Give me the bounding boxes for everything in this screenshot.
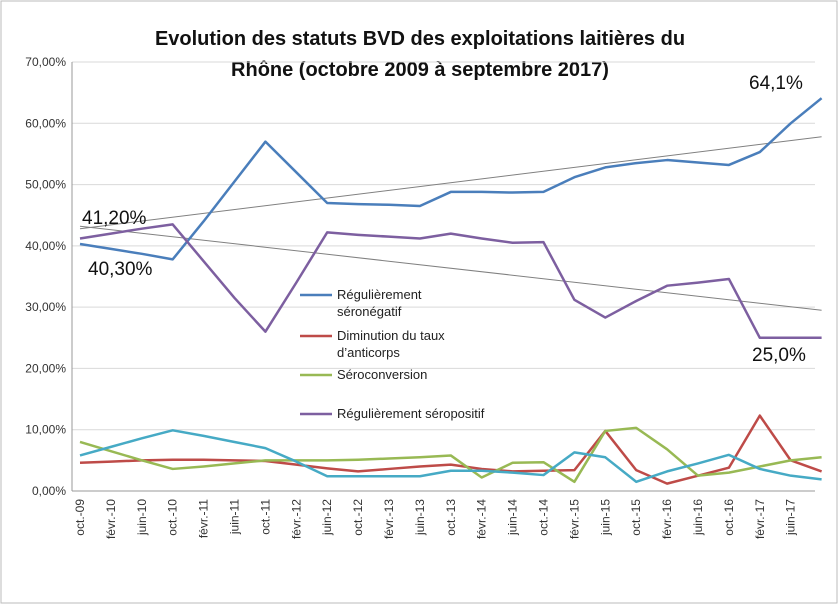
annotation: 41,20% — [82, 208, 147, 229]
y-tick-label: 60,00% — [25, 116, 66, 130]
y-tick-label: 50,00% — [25, 178, 66, 192]
x-tick-label: févr.-12 — [289, 499, 303, 539]
y-tick-label: 0,00% — [32, 484, 66, 498]
y-tick-label: 70,00% — [25, 55, 66, 69]
x-tick-label: juin-15 — [598, 499, 612, 536]
x-tick-label: févr.-14 — [475, 499, 489, 539]
series-line — [79, 426, 822, 484]
annotation: 40,30% — [88, 259, 153, 280]
series-line — [79, 429, 822, 484]
y-tick-label: 10,00% — [25, 423, 66, 437]
x-tick-label: juin-17 — [784, 499, 798, 536]
x-tick-label: juin-16 — [691, 499, 705, 536]
trendline — [79, 136, 822, 230]
chart-title: Rhône (octobre 2009 à septembre 2017) — [231, 59, 609, 81]
x-tick-label: oct.-12 — [351, 499, 365, 536]
series-line — [79, 97, 823, 261]
x-tick-label: févr.-11 — [197, 499, 211, 538]
x-tick-label: févr.-10 — [104, 499, 118, 539]
x-tick-label: oct.-15 — [629, 499, 643, 536]
x-tick-label: juin-13 — [413, 499, 427, 536]
legend-label: Diminution du taux d’anticorps — [337, 328, 445, 360]
x-tick-label: juin-11 — [228, 499, 242, 535]
x-tick-label: févr.-15 — [567, 499, 581, 539]
x-tick-label: oct.-10 — [166, 499, 180, 536]
y-tick-label: 30,00% — [25, 300, 66, 314]
annotation: 64,1% — [749, 73, 803, 94]
x-tick-label: févr.-17 — [753, 499, 767, 539]
x-tick-label: juin-10 — [135, 499, 149, 536]
x-tick-label: oct.-11 — [258, 499, 272, 535]
x-tick-label: oct.-13 — [444, 499, 458, 536]
legend-label: Régulièrement séropositif — [337, 406, 485, 421]
chart-title: Evolution des statuts BVD des exploitati… — [155, 28, 685, 50]
x-tick-label: oct.-16 — [722, 499, 736, 536]
x-tick-label: févr.-13 — [382, 499, 396, 539]
trendline — [79, 225, 822, 311]
x-tick-label: juin-14 — [506, 499, 520, 536]
x-tick-label: oct.-14 — [537, 499, 551, 536]
x-tick-label: févr.-16 — [660, 499, 674, 539]
series-line — [79, 223, 822, 340]
legend-label: Régulièrement séronégatif — [337, 287, 422, 319]
annotation: 25,0% — [752, 345, 806, 366]
y-tick-label: 20,00% — [25, 361, 66, 375]
x-tick-label: oct.-09 — [73, 499, 87, 536]
x-tick-label: juin-12 — [320, 499, 334, 536]
y-tick-label: 40,00% — [25, 239, 66, 253]
legend-label: Séroconversion — [337, 367, 428, 382]
